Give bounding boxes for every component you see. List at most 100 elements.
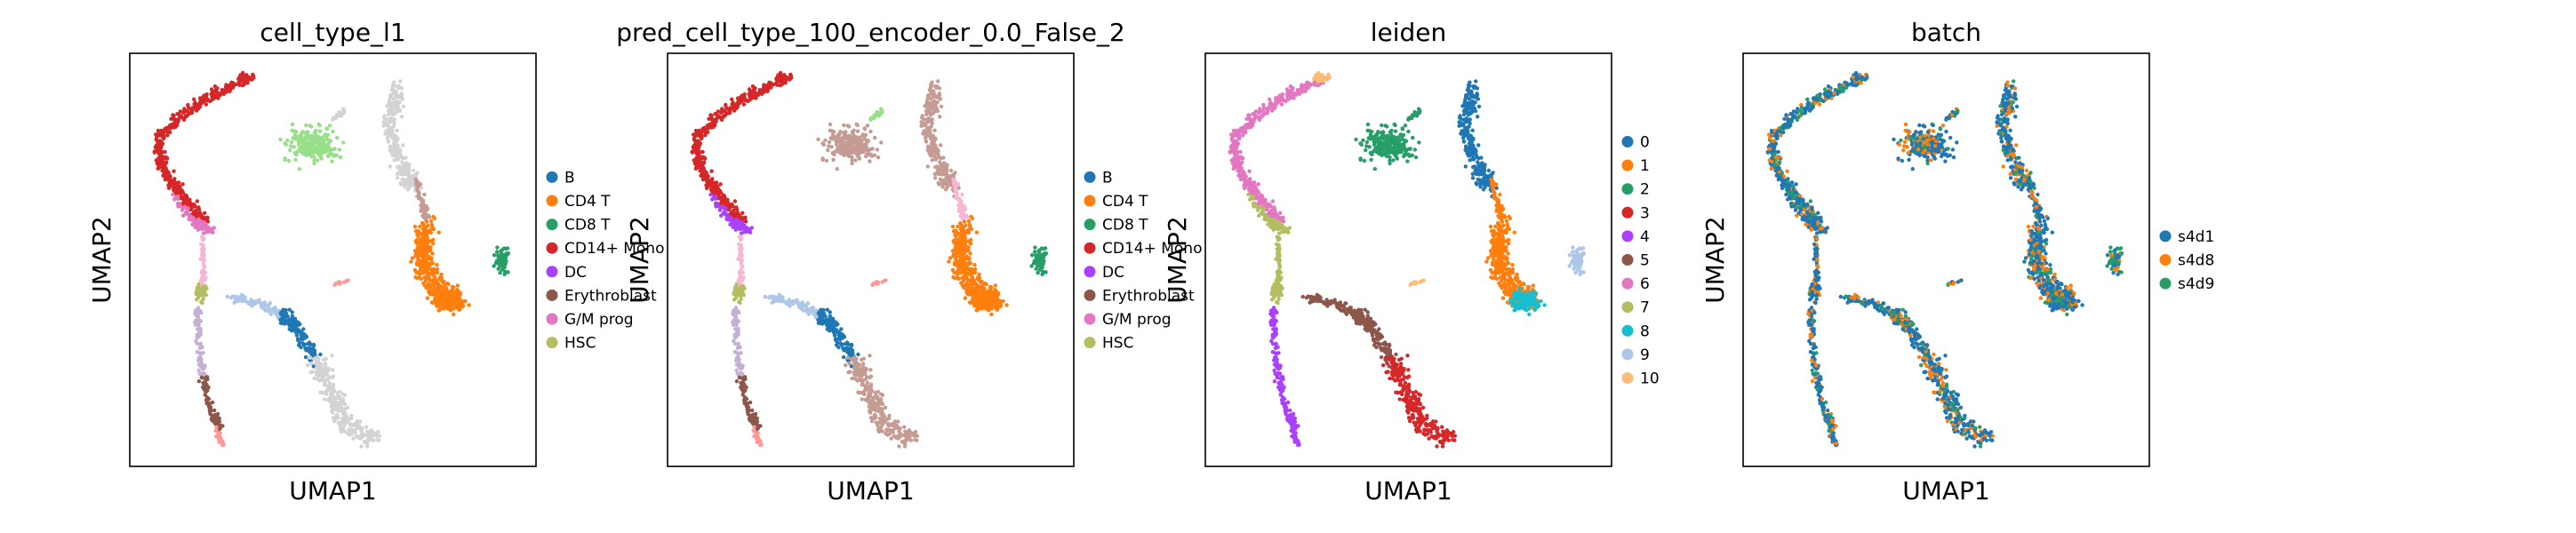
point	[740, 98, 744, 102]
point	[889, 436, 893, 441]
point	[741, 216, 747, 220]
point	[714, 190, 719, 195]
point	[881, 413, 885, 418]
y-axis-label: UMAP2	[87, 216, 116, 304]
point	[216, 96, 220, 100]
point	[941, 155, 946, 160]
point	[205, 98, 210, 103]
point	[882, 420, 886, 426]
point	[878, 402, 883, 406]
point	[428, 278, 433, 282]
point	[186, 112, 190, 116]
point	[415, 186, 420, 190]
point	[728, 222, 732, 227]
point	[734, 368, 739, 373]
point	[278, 317, 283, 322]
point	[290, 314, 294, 318]
point	[832, 135, 837, 140]
point	[306, 363, 310, 368]
point	[290, 128, 294, 133]
point	[186, 211, 191, 217]
point	[735, 351, 740, 355]
point	[165, 133, 170, 138]
point	[883, 405, 888, 410]
point	[172, 123, 177, 128]
point	[868, 375, 872, 380]
point	[215, 92, 220, 98]
point	[847, 154, 852, 159]
point	[323, 367, 328, 372]
point	[898, 434, 902, 439]
scatter-points	[152, 70, 511, 449]
point	[160, 141, 165, 146]
point	[941, 163, 946, 169]
point	[390, 147, 396, 152]
point	[322, 397, 326, 402]
point	[293, 150, 298, 155]
point	[740, 211, 745, 215]
point	[388, 164, 392, 169]
point	[415, 244, 420, 250]
point	[821, 142, 826, 147]
point	[332, 389, 337, 394]
point	[168, 174, 172, 179]
point	[496, 266, 500, 271]
point	[197, 351, 202, 355]
point	[156, 166, 161, 171]
point	[294, 130, 299, 134]
point	[240, 84, 245, 88]
point	[419, 276, 423, 282]
point	[496, 257, 501, 262]
point	[202, 93, 206, 98]
point	[993, 283, 998, 288]
point	[735, 318, 740, 322]
point	[724, 105, 729, 110]
point	[879, 140, 884, 145]
point	[157, 139, 163, 143]
point	[841, 354, 846, 360]
point	[820, 310, 824, 314]
point	[299, 331, 303, 336]
point	[184, 194, 188, 198]
point	[495, 245, 500, 250]
point	[324, 127, 330, 131]
point	[763, 294, 767, 299]
point	[816, 310, 821, 315]
point	[423, 230, 428, 235]
point	[836, 345, 841, 350]
point	[724, 112, 728, 116]
point	[842, 131, 847, 135]
point	[875, 147, 880, 152]
point	[288, 147, 292, 153]
point	[336, 113, 341, 117]
point	[425, 296, 430, 300]
point	[956, 196, 962, 201]
point	[874, 113, 879, 117]
point	[810, 306, 814, 311]
point	[330, 401, 334, 406]
point	[364, 444, 370, 449]
point	[190, 222, 195, 227]
point	[220, 442, 225, 446]
point	[868, 410, 873, 415]
point	[784, 300, 788, 306]
point	[960, 192, 964, 197]
point	[180, 208, 185, 212]
point	[220, 424, 225, 428]
point	[463, 298, 468, 304]
point	[430, 251, 435, 256]
point	[300, 137, 304, 141]
point	[953, 179, 957, 184]
point	[736, 327, 740, 331]
point	[967, 222, 972, 227]
point	[324, 362, 328, 366]
point	[847, 361, 852, 366]
point	[325, 132, 331, 138]
point	[233, 298, 238, 302]
point	[832, 325, 836, 330]
point	[714, 180, 719, 185]
point	[322, 147, 327, 152]
point	[337, 394, 342, 399]
point	[312, 343, 316, 347]
point	[930, 80, 934, 84]
